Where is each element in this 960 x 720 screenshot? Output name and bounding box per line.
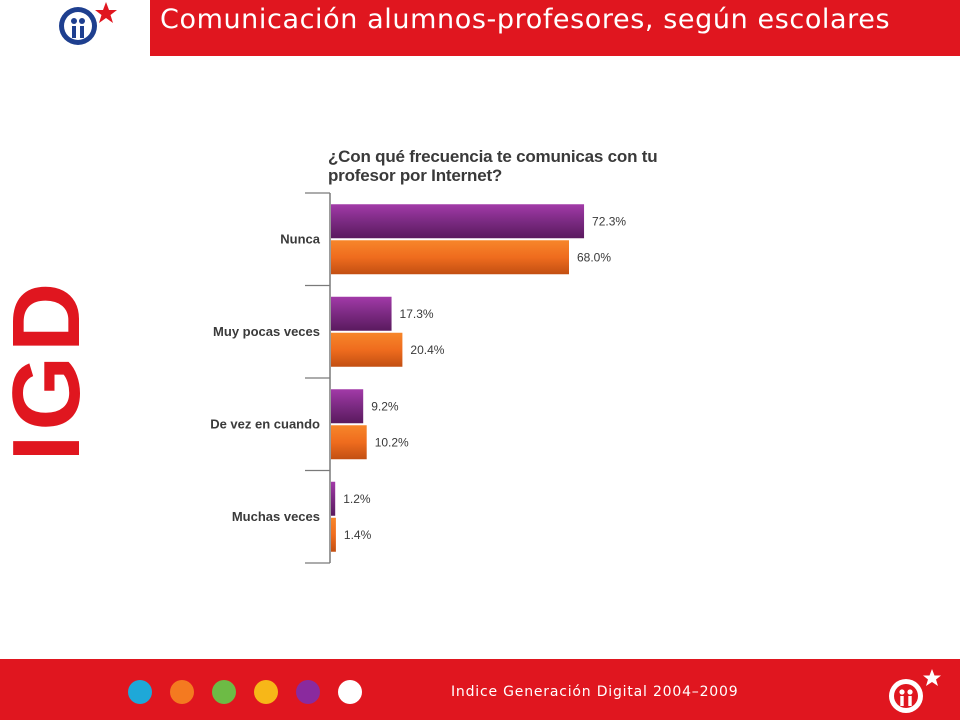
white-dot bbox=[338, 680, 362, 704]
data-label: 1.4% bbox=[344, 528, 372, 542]
data-label: 9.2% bbox=[371, 399, 399, 413]
data-label: 10.2% bbox=[375, 435, 409, 449]
orange-dot bbox=[170, 680, 194, 704]
page-title: Comunicación alumnos-profesores, según e… bbox=[160, 4, 891, 35]
green-dot bbox=[212, 680, 236, 704]
bar-series-1 bbox=[331, 389, 364, 424]
bar-series-1 bbox=[331, 204, 585, 239]
bar-series-2 bbox=[331, 240, 569, 275]
yellow-dot bbox=[254, 680, 278, 704]
footer-logo bbox=[889, 669, 941, 713]
category-label: Muy pocas veces bbox=[213, 324, 320, 339]
category-label: Nunca bbox=[280, 231, 321, 246]
header-bar: Comunicación alumnos-profesores, según e… bbox=[150, 0, 960, 56]
data-label: 1.2% bbox=[343, 492, 371, 506]
footer-bar: Indice Generación Digital 2004–2009 bbox=[0, 659, 960, 720]
chart-title: ¿Con qué frecuencia te comunicas con tu … bbox=[328, 147, 658, 185]
bar-series-2 bbox=[331, 332, 403, 367]
data-label: 68.0% bbox=[577, 250, 611, 264]
bar-series-1 bbox=[331, 296, 392, 331]
purple-dot bbox=[296, 680, 320, 704]
bar-series-1 bbox=[331, 481, 336, 516]
data-label: 17.3% bbox=[400, 307, 434, 321]
data-label: 72.3% bbox=[592, 214, 626, 228]
category-label: Muchas veces bbox=[232, 509, 320, 524]
data-label: 20.4% bbox=[410, 343, 444, 357]
blue-dot bbox=[128, 680, 152, 704]
bar-series-2 bbox=[331, 517, 336, 552]
bar-series-2 bbox=[331, 425, 367, 460]
footer-text: Indice Generación Digital 2004–2009 bbox=[451, 684, 739, 700]
category-label: De vez en cuando bbox=[210, 416, 320, 431]
igd-logo bbox=[59, 2, 117, 45]
